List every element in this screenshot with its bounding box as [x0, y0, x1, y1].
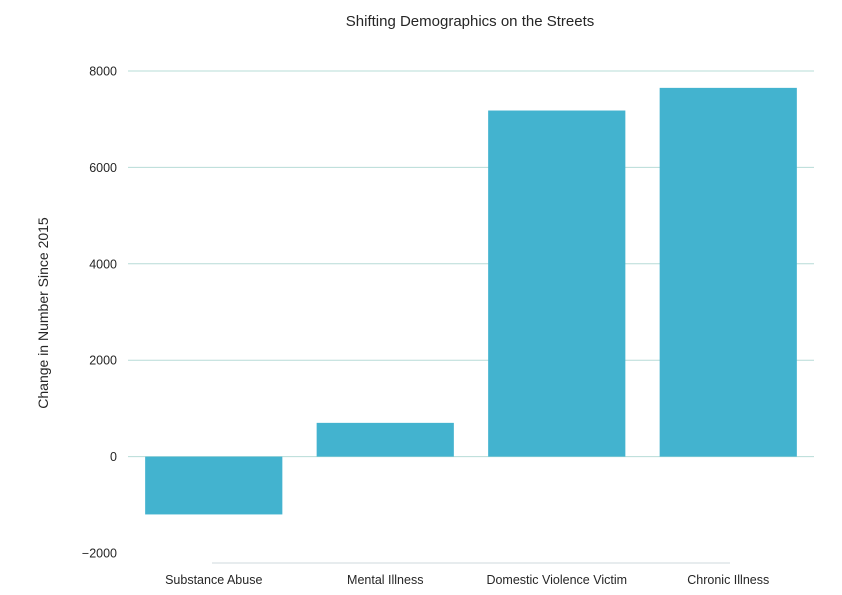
y-tick-label: 6000 — [89, 161, 117, 175]
x-tick-label: Mental Illness — [347, 573, 423, 587]
bar — [659, 87, 797, 457]
x-axis-ticks: Substance Abuse Mental Illness Domestic Vi… — [165, 573, 769, 587]
bar — [316, 422, 454, 457]
y-tick-label: 0 — [110, 450, 117, 464]
x-tick-label: Chronic Illness — [687, 573, 769, 587]
y-axis-ticks: −2000 0 2000 4000 6000 8000 — [82, 65, 117, 561]
bars — [145, 87, 797, 515]
bar — [145, 456, 283, 515]
y-tick-label: 2000 — [89, 354, 117, 368]
y-tick-label: 4000 — [89, 257, 117, 271]
y-tick-label: 8000 — [89, 65, 117, 79]
chart-title: Shifting Demographics on the Streets — [346, 13, 594, 30]
y-axis-label: Change in Number Since 2015 — [35, 217, 51, 409]
y-tick-label: −2000 — [82, 547, 117, 561]
bar — [488, 110, 626, 457]
x-tick-label: Domestic Violence Victim — [486, 573, 627, 587]
x-tick-label: Substance Abuse — [165, 573, 262, 587]
